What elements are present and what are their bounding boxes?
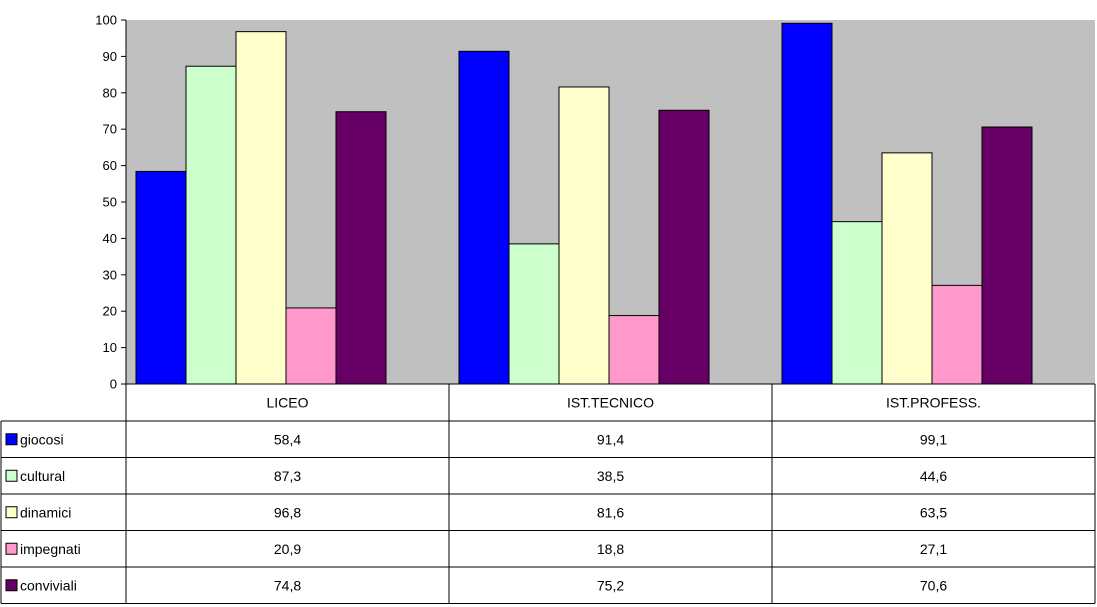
data-table: LICEO IST.TECNICO IST.PROFESS. giocosi 58,4 9… [0,383,1096,604]
bar-dinamici-0 [235,31,287,385]
series-label: cultural [20,468,65,484]
data-label: 70,6 [920,577,947,593]
bar-impegnati-0 [285,307,337,385]
category-header: IST.PROFESS. [886,395,981,411]
data-label: 44,6 [920,468,947,484]
series-label: conviviali [20,577,77,593]
category-header: IST.TECNICO [567,395,654,411]
y-tick-label: 100 [95,13,117,28]
bar-giocosi-2 [781,22,833,385]
category-header: LICEO [266,395,308,411]
y-tick-label: 20 [103,304,117,319]
series-label: impegnati [20,541,81,557]
bar-conviviali-2 [981,126,1033,385]
y-tick-label: 30 [103,267,117,282]
series-label: giocosi [20,431,64,447]
bar-conviviali-1 [658,109,710,385]
data-label: 81,6 [597,504,624,520]
bar-cultural-0 [185,65,237,385]
bar-giocosi-0 [135,170,187,385]
y-tick-label: 70 [103,122,117,137]
data-label: 58,4 [274,431,301,447]
data-label: 96,8 [274,504,301,520]
data-label: 27,1 [920,541,947,557]
legend-swatch-conviviali [5,579,18,592]
y-tick-label: 60 [103,158,117,173]
y-tick-label: 0 [110,377,117,392]
data-label: 74,8 [274,577,301,593]
data-label: 99,1 [920,431,947,447]
legend-swatch-impegnati [5,542,18,555]
y-tick-label: 50 [103,195,117,210]
bar-cultural-1 [508,243,560,385]
y-tick-label: 90 [103,49,117,64]
bar-giocosi-1 [458,50,510,385]
y-tick-label: 10 [103,340,117,355]
data-label: 87,3 [274,468,301,484]
bar-impegnati-1 [608,315,660,385]
data-label: 91,4 [597,431,624,447]
data-label: 75,2 [597,577,624,593]
legend-swatch-dinamici [5,506,18,519]
data-label: 63,5 [920,504,947,520]
bar-dinamici-2 [881,152,933,385]
data-label: 18,8 [597,541,624,557]
legend-swatch-giocosi [5,433,18,446]
data-label: 20,9 [274,541,301,557]
data-label: 38,5 [597,468,624,484]
legend-swatch-cultural [5,469,18,482]
bar-cultural-2 [831,221,883,385]
bar-impegnati-2 [931,284,983,385]
y-tick-label: 40 [103,231,117,246]
bars [135,22,1033,385]
y-tick-label: 80 [103,85,117,100]
bar-dinamici-1 [558,86,610,385]
y-axis: 0 10 20 30 40 50 60 70 80 90 100 [95,13,127,392]
bar-conviviali-0 [335,111,387,385]
series-label: dinamici [20,504,71,520]
